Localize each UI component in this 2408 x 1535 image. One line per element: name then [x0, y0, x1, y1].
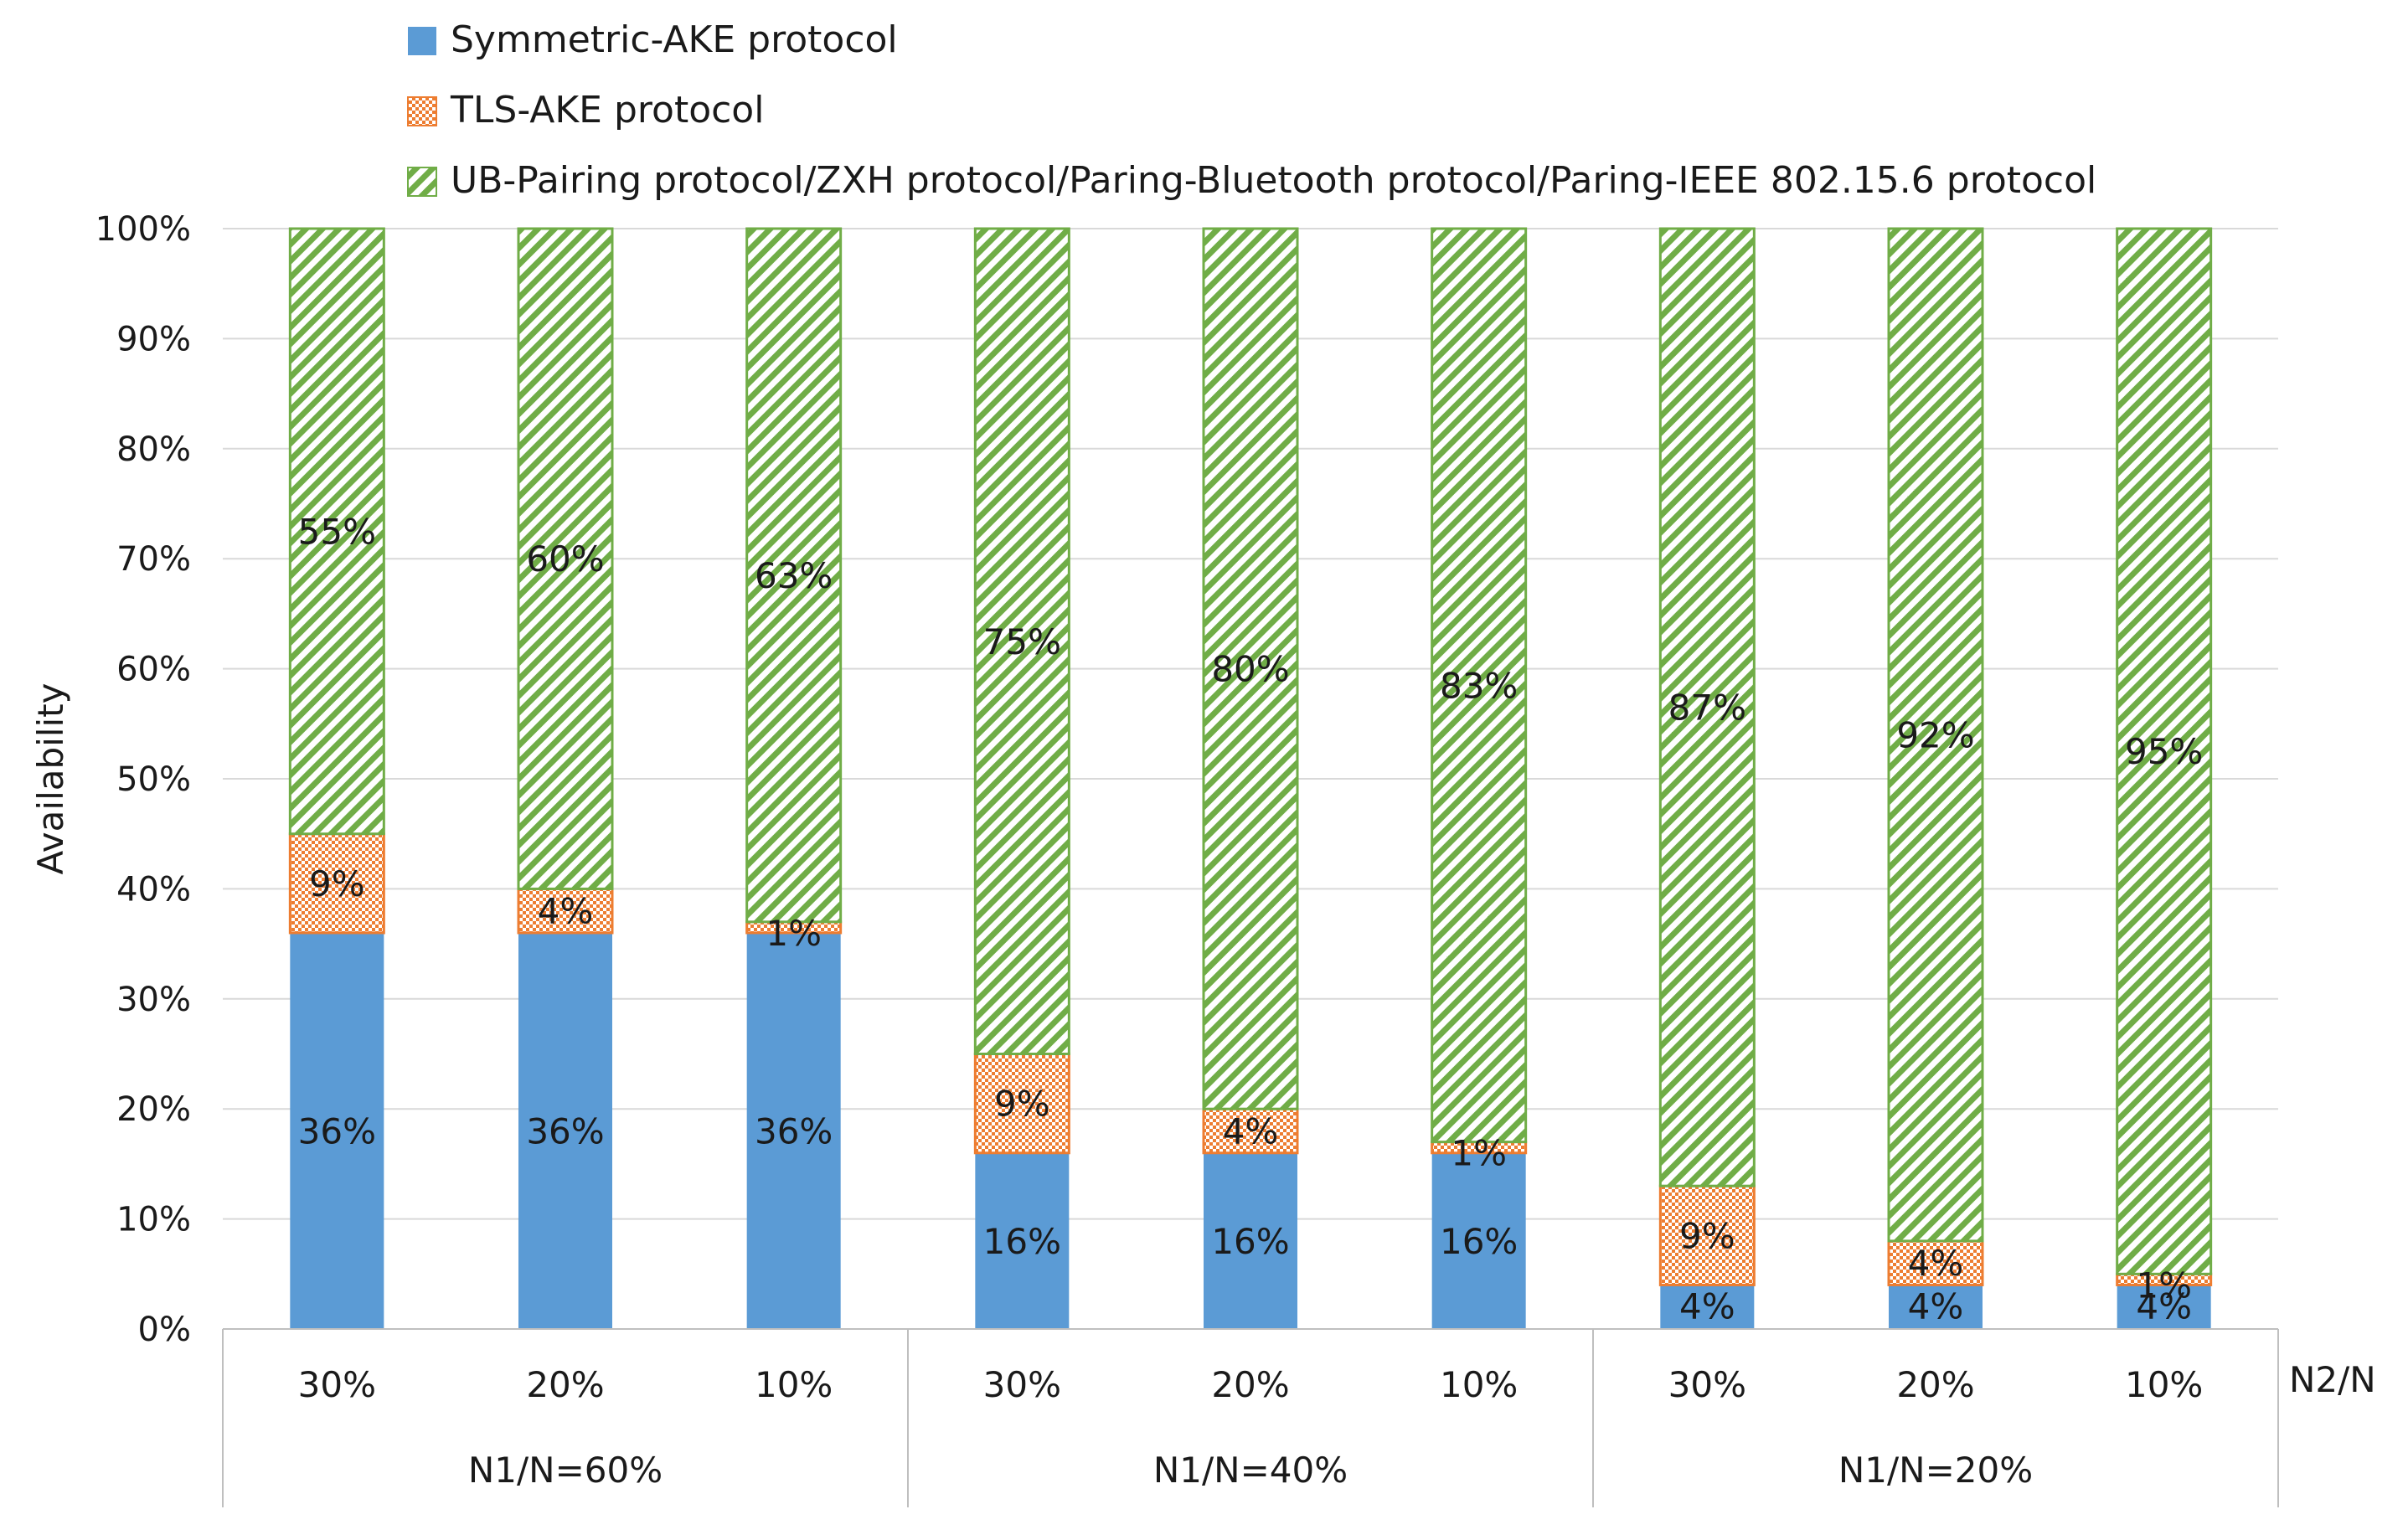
data-label: 36%	[755, 1110, 833, 1151]
bar-segment-ub-pairing	[1431, 227, 1528, 1144]
data-label: 1%	[2136, 1265, 2192, 1306]
legend-label-tls-ake: TLS-AKE protocol	[450, 89, 764, 131]
data-label: 16%	[983, 1221, 1061, 1262]
group-label: N1/N=20%	[1838, 1450, 2033, 1491]
y-tick-label: 0%	[138, 1311, 191, 1349]
data-label: 4%	[1223, 1110, 1279, 1151]
x-axis-label: N2/N	[2289, 1359, 2376, 1400]
data-label: 92%	[1896, 714, 1974, 755]
bar-segment-symmetric-ake	[518, 932, 612, 1329]
data-label: 1%	[1451, 1133, 1507, 1174]
group-label: N1/N=60%	[468, 1450, 663, 1491]
data-label: 4%	[2136, 1286, 2192, 1327]
data-label: 16%	[1440, 1221, 1518, 1262]
x-tick-label: 20%	[1211, 1364, 1289, 1405]
x-tick-label: 20%	[1896, 1364, 1974, 1405]
x-axis: 30% 20% 10% 30% 20% 10% 30% 20% 10% N1/N=60% N1/N=…	[222, 1328, 2279, 1507]
bar-segment-ub-pairing	[973, 227, 1070, 1055]
x-tick-label: 10%	[755, 1364, 833, 1405]
x-tick-label: 30%	[983, 1364, 1061, 1405]
data-label: 4%	[538, 891, 594, 932]
legend-label-symmetric-ake: Symmetric-AKE protocol	[451, 18, 898, 61]
legend: Symmetric-AKE protocol TLS-AKE protocol …	[407, 18, 2096, 202]
bar-segment-ub-pairing	[288, 227, 385, 836]
data-label: 4%	[1908, 1243, 1964, 1284]
legend-swatch-ub-pairing	[407, 167, 437, 197]
y-tick-label: 40%	[116, 870, 191, 909]
legend-swatch-symmetric-ake	[408, 27, 436, 55]
data-label: 87%	[1668, 688, 1746, 729]
data-labels: 36% 9% 55% 36% 4% 60% 36% 1% 63% 16% 9% 75% 16% 4% 80%…	[298, 511, 2204, 1326]
data-label: 36%	[526, 1110, 604, 1151]
data-label: 4%	[1908, 1286, 1964, 1327]
data-label: 9%	[994, 1084, 1050, 1125]
data-label: 36%	[298, 1110, 376, 1151]
data-label: 83%	[1440, 665, 1518, 706]
data-label: 16%	[1211, 1221, 1289, 1262]
y-tick-label: 100%	[95, 210, 191, 249]
bar-segment-symmetric-ake	[1431, 1152, 1526, 1329]
bar-segment-symmetric-ake	[290, 932, 384, 1329]
data-label: 9%	[309, 863, 365, 904]
bar-segment-ub-pairing	[1658, 227, 1756, 1187]
data-label: 4%	[1679, 1286, 1735, 1327]
data-label: 80%	[1211, 649, 1289, 690]
legend-item-ub-pairing: UB-Pairing protocol/ZXH protocol/Paring-…	[407, 159, 2096, 202]
x-tick-label: 20%	[526, 1364, 604, 1405]
data-label: 1%	[766, 913, 822, 954]
y-tick-label: 30%	[116, 981, 191, 1019]
y-tick-label: 60%	[116, 651, 191, 689]
bar-segment-symmetric-ake	[746, 932, 841, 1329]
bar-segment-symmetric-ake	[2117, 1285, 2211, 1329]
bar-segment-symmetric-ake	[975, 1152, 1070, 1329]
y-tick-label: 20%	[116, 1090, 191, 1129]
bar-segment-ub-pairing	[1202, 227, 1299, 1110]
data-label: 63%	[755, 555, 833, 596]
bar-segment-symmetric-ake	[1889, 1285, 1983, 1329]
bar-segment-ub-pairing	[1887, 227, 1984, 1243]
bar-segment-ub-pairing	[517, 227, 614, 890]
data-label: 55%	[298, 511, 376, 552]
bar-segment-symmetric-ake	[1660, 1285, 1755, 1329]
data-label: 9%	[1679, 1215, 1735, 1256]
legend-item-tls-ake: TLS-AKE protocol	[407, 89, 764, 131]
data-label: 75%	[983, 621, 1061, 662]
x-tick-label: 30%	[1668, 1364, 1746, 1405]
legend-label-ub-pairing: UB-Pairing protocol/ZXH protocol/Paring-…	[451, 159, 2096, 202]
bars	[288, 227, 2213, 1329]
legend-item-symmetric-ake: Symmetric-AKE protocol	[408, 18, 898, 61]
y-tick-label: 90%	[116, 320, 191, 358]
y-tick-label: 50%	[116, 760, 191, 799]
bar-segment-symmetric-ake	[1204, 1152, 1297, 1329]
y-tick-label: 80%	[116, 430, 191, 469]
y-tick-label: 70%	[116, 540, 191, 579]
x-tick-label: 30%	[298, 1364, 376, 1405]
legend-swatch-tls-ake	[407, 96, 437, 126]
bar-segment-ub-pairing	[745, 227, 843, 924]
bar-segment-ub-pairing	[2116, 227, 2213, 1275]
bar-segment-tls-ake	[1658, 1184, 1756, 1286]
y-axis-ticks: 0% 10% 20% 30% 40% 50% 60% 70% 80% 90% 100%	[95, 210, 191, 1349]
x-tick-label: 10%	[2125, 1364, 2203, 1405]
y-tick-label: 10%	[116, 1201, 191, 1239]
bar-segment-tls-ake	[1887, 1239, 1984, 1286]
data-label: 95%	[2125, 731, 2203, 772]
data-label: 60%	[526, 538, 604, 579]
y-axis-label: Availability	[30, 683, 71, 875]
x-tick-label: 10%	[1440, 1364, 1518, 1405]
bar-segment-tls-ake	[973, 1053, 1070, 1155]
bar-segment-tls-ake	[288, 832, 385, 935]
group-label: N1/N=40%	[1153, 1450, 1348, 1491]
